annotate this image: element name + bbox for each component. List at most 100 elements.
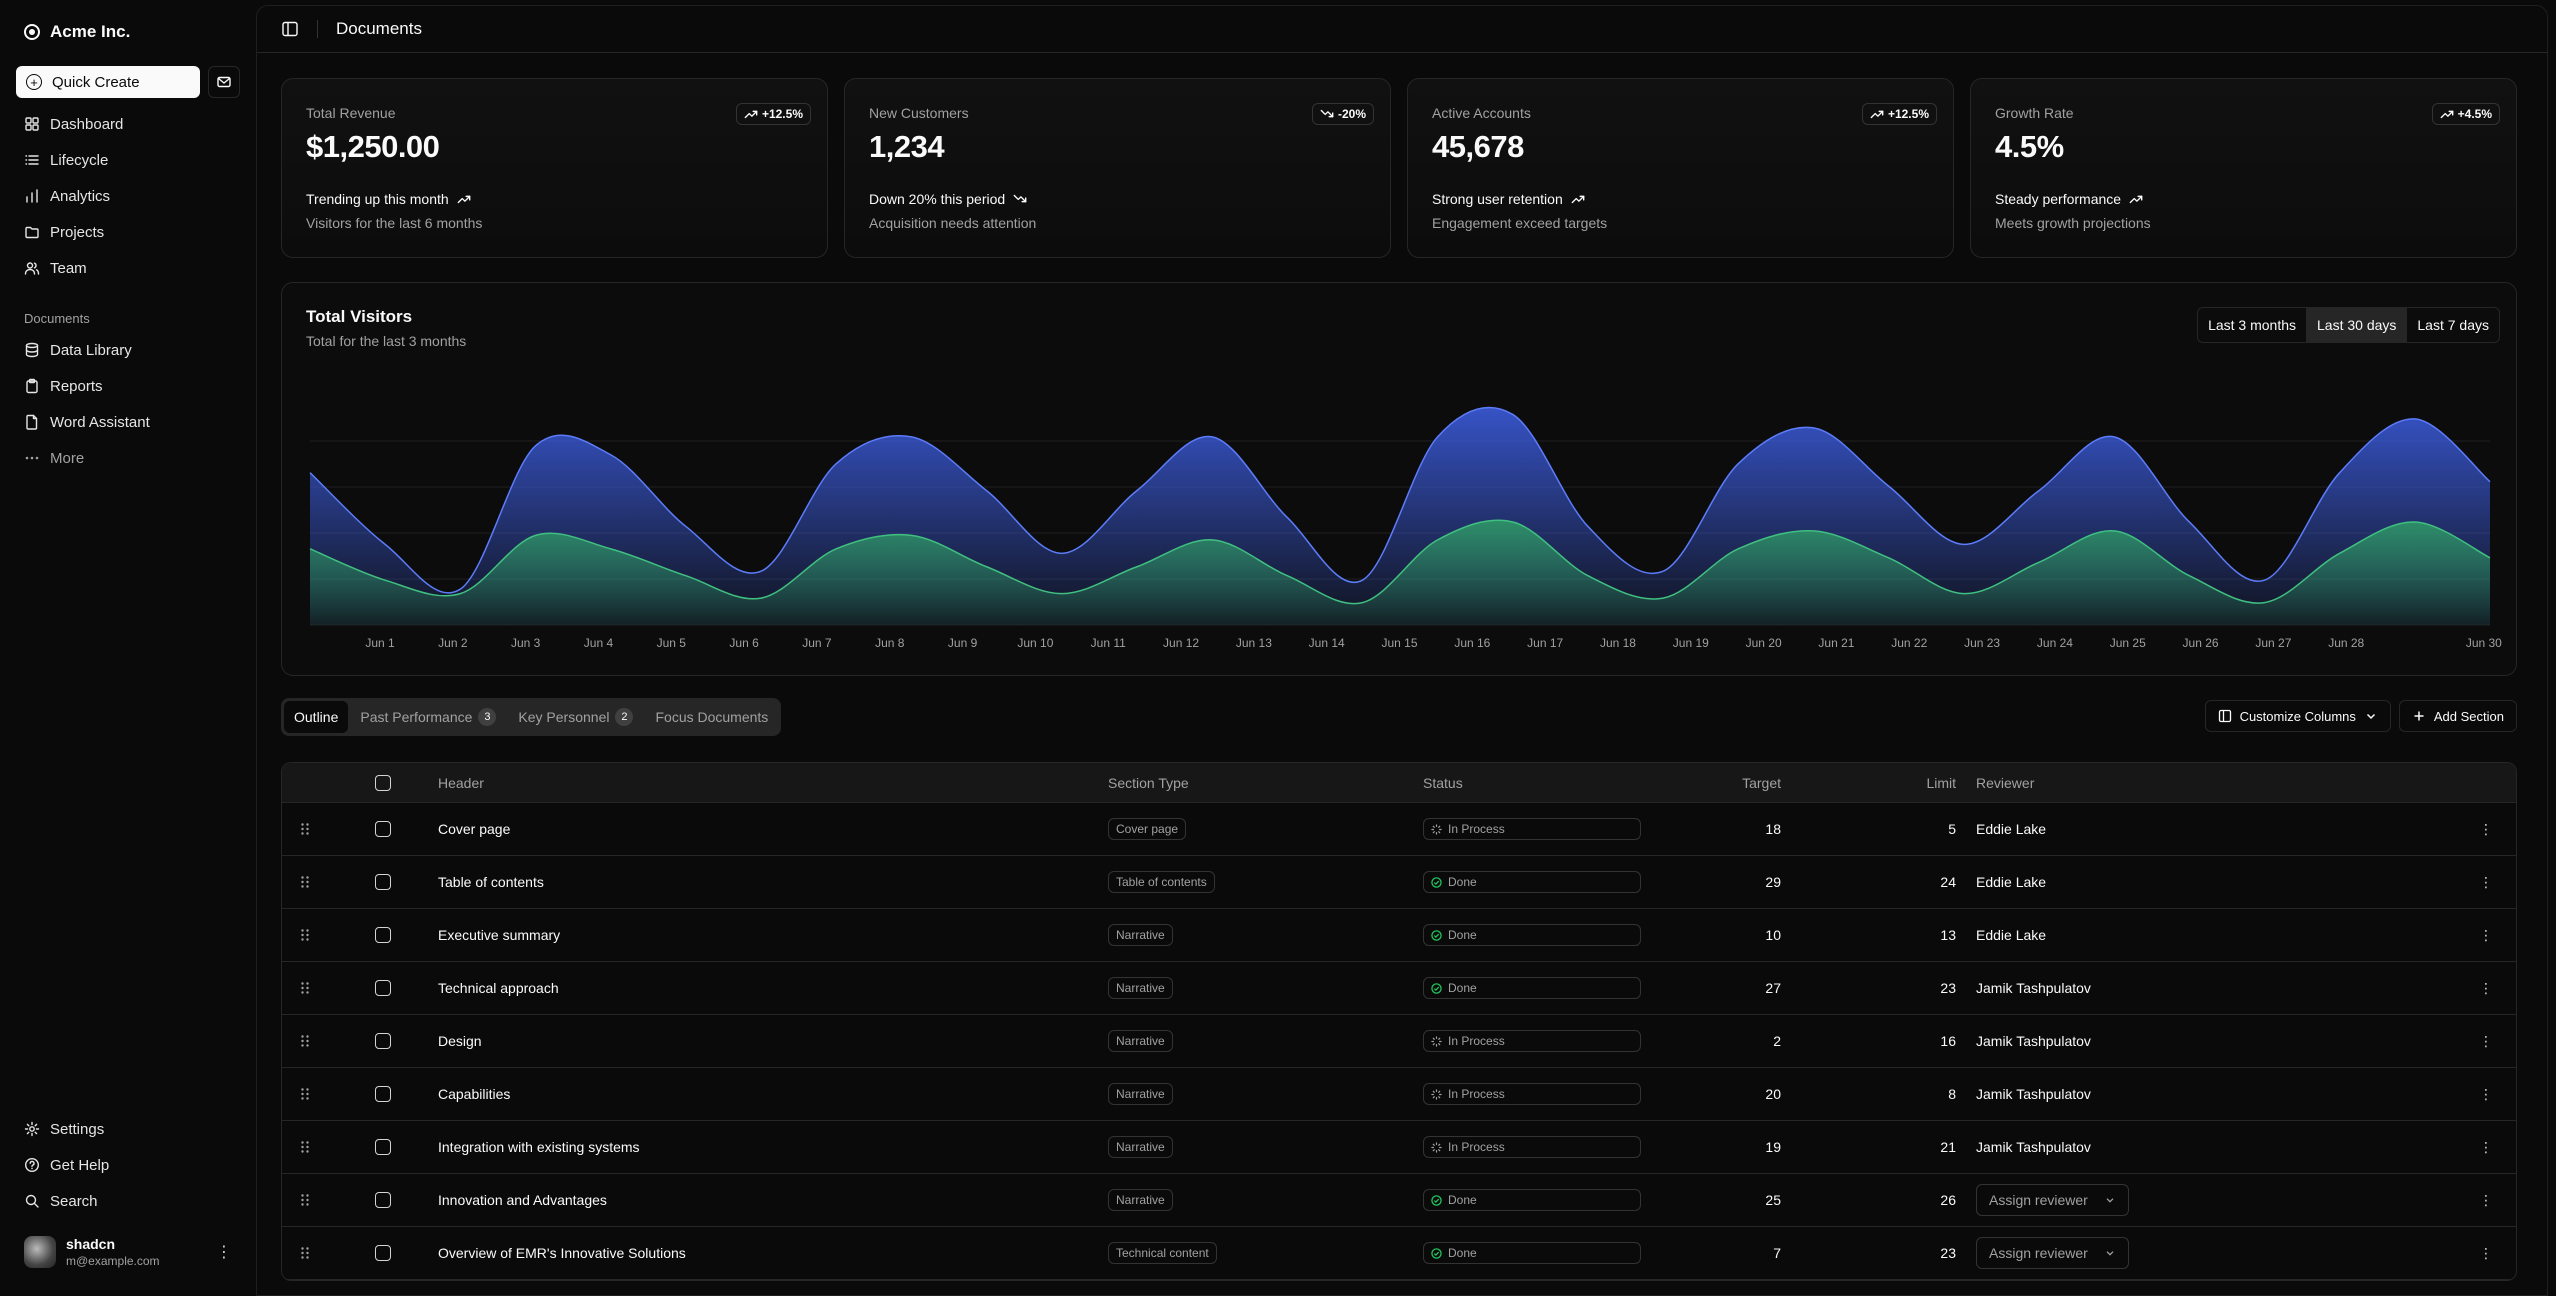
target-value[interactable]: 29 (1765, 874, 1781, 890)
brand[interactable]: Acme Inc. (24, 20, 240, 44)
limit-value[interactable]: 23 (1940, 1245, 1956, 1261)
row-checkbox[interactable] (375, 980, 391, 996)
row-actions-button[interactable]: ⋮ (2456, 1033, 2516, 1050)
quick-create-button[interactable]: + Quick Create (16, 66, 200, 98)
more-vertical-icon[interactable]: ⋮ (216, 1244, 232, 1261)
tab-count-badge: 2 (615, 708, 634, 726)
x-tick-label: Jun 9 (948, 636, 978, 650)
search-icon (25, 1194, 39, 1208)
users-icon (24, 262, 40, 275)
assign-reviewer-select[interactable]: Assign reviewer (1976, 1237, 2129, 1269)
sidebar-item-data-library[interactable]: Data Library (16, 332, 240, 368)
limit-value[interactable]: 16 (1940, 1033, 1956, 1049)
chart-subtitle: Total for the last 3 months (306, 333, 467, 349)
user-menu[interactable]: shadcn m@example.com ⋮ (16, 1236, 240, 1268)
x-tick-label: Jun 15 (1381, 636, 1417, 650)
sidebar-toggle-icon[interactable] (281, 20, 299, 38)
assign-reviewer-placeholder: Assign reviewer (1989, 1245, 2088, 1261)
tab-outline[interactable]: Outline (284, 701, 349, 733)
add-section-button[interactable]: Add Section (2398, 700, 2517, 732)
assign-reviewer-placeholder: Assign reviewer (1989, 1192, 2088, 1208)
target-value[interactable]: 2 (1773, 1033, 1781, 1049)
status-badge: Done (1423, 871, 1641, 893)
check-circle-icon (1431, 1194, 1442, 1206)
target-value[interactable]: 7 (1773, 1245, 1781, 1261)
limit-value[interactable]: 13 (1940, 927, 1956, 943)
row-header-link[interactable]: Capabilities (438, 1086, 511, 1102)
row-actions-button[interactable]: ⋮ (2456, 1086, 2516, 1103)
row-header-link[interactable]: Innovation and Advantages (438, 1192, 607, 1208)
row-checkbox[interactable] (375, 821, 391, 837)
row-checkbox[interactable] (375, 874, 391, 890)
tab-key-personnel[interactable]: Key Personnel 2 (508, 701, 643, 733)
inbox-button[interactable] (208, 66, 240, 98)
row-header-link[interactable]: Integration with existing systems (438, 1139, 640, 1155)
row-actions-button[interactable]: ⋮ (2456, 874, 2516, 891)
row-actions-button[interactable]: ⋮ (2456, 1139, 2516, 1156)
row-checkbox[interactable] (375, 1033, 391, 1049)
drag-handle-icon[interactable] (282, 822, 328, 836)
column-header: Target (1742, 774, 1781, 791)
row-header-link[interactable]: Table of contents (438, 874, 544, 890)
row-checkbox[interactable] (375, 1086, 391, 1102)
drag-handle-icon[interactable] (282, 981, 328, 995)
row-actions-button[interactable]: ⋮ (2456, 821, 2516, 838)
sidebar-item-reports[interactable]: Reports (16, 368, 240, 404)
sidebar-item-get-help[interactable]: Get Help (16, 1147, 240, 1183)
row-header-link[interactable]: Cover page (438, 821, 511, 837)
range-last-30-days[interactable]: Last 30 days (2307, 308, 2408, 342)
sidebar-item-lifecycle[interactable]: Lifecycle (16, 142, 240, 178)
status-text: In Process (1448, 1140, 1505, 1154)
limit-value[interactable]: 24 (1940, 874, 1956, 890)
row-header-link[interactable]: Overview of EMR's Innovative Solutions (438, 1245, 686, 1261)
limit-value[interactable]: 5 (1948, 821, 1956, 837)
limit-value[interactable]: 21 (1940, 1139, 1956, 1155)
check-circle-icon (1431, 1247, 1442, 1259)
limit-value[interactable]: 23 (1940, 980, 1956, 996)
tab-label: Key Personnel (518, 709, 610, 725)
drag-handle-icon[interactable] (282, 1246, 328, 1260)
row-checkbox[interactable] (375, 1245, 391, 1261)
row-actions-button[interactable]: ⋮ (2456, 927, 2516, 944)
section-type-badge: Table of contents (1108, 871, 1215, 893)
row-actions-button[interactable]: ⋮ (2456, 1192, 2516, 1209)
row-header-link[interactable]: Design (438, 1033, 482, 1049)
sidebar-item-more[interactable]: More (16, 440, 240, 476)
sidebar-item-dashboard[interactable]: Dashboard (16, 106, 240, 142)
row-checkbox[interactable] (375, 1139, 391, 1155)
range-last-3-months[interactable]: Last 3 months (2198, 308, 2307, 342)
x-tick-label: Jun 30 (2466, 636, 2502, 650)
drag-handle-icon[interactable] (282, 875, 328, 889)
limit-value[interactable]: 26 (1940, 1192, 1956, 1208)
target-value[interactable]: 18 (1765, 821, 1781, 837)
row-actions-button[interactable]: ⋮ (2456, 1245, 2516, 1262)
row-checkbox[interactable] (375, 1192, 391, 1208)
drag-handle-icon[interactable] (282, 1087, 328, 1101)
target-value[interactable]: 25 (1765, 1192, 1781, 1208)
row-actions-button[interactable]: ⋮ (2456, 980, 2516, 997)
sidebar-item-settings[interactable]: Settings (16, 1111, 240, 1147)
target-value[interactable]: 20 (1765, 1086, 1781, 1102)
tab-focus-documents[interactable]: Focus Documents (645, 701, 778, 733)
drag-handle-icon[interactable] (282, 1140, 328, 1154)
row-header-link[interactable]: Executive summary (438, 927, 561, 943)
row-header-link[interactable]: Technical approach (438, 980, 559, 996)
drag-handle-icon[interactable] (282, 1193, 328, 1207)
row-checkbox[interactable] (375, 927, 391, 943)
tab-past-performance[interactable]: Past Performance 3 (350, 701, 506, 733)
sidebar-item-search[interactable]: Search (16, 1183, 240, 1219)
sidebar-item-word-assistant[interactable]: Word Assistant (16, 404, 240, 440)
assign-reviewer-select[interactable]: Assign reviewer (1976, 1184, 2129, 1216)
drag-handle-icon[interactable] (282, 928, 328, 942)
limit-value[interactable]: 8 (1948, 1086, 1956, 1102)
target-value[interactable]: 10 (1765, 927, 1781, 943)
target-value[interactable]: 27 (1765, 980, 1781, 996)
customize-columns-button[interactable]: Customize Columns (2204, 700, 2391, 732)
range-last-7-days[interactable]: Last 7 days (2417, 317, 2489, 333)
sidebar-item-team[interactable]: Team (16, 250, 240, 286)
select-all-checkbox[interactable] (375, 774, 391, 791)
drag-handle-icon[interactable] (282, 1034, 328, 1048)
sidebar-item-projects[interactable]: Projects (16, 214, 240, 250)
target-value[interactable]: 19 (1765, 1139, 1781, 1155)
sidebar-item-analytics[interactable]: Analytics (16, 178, 240, 214)
